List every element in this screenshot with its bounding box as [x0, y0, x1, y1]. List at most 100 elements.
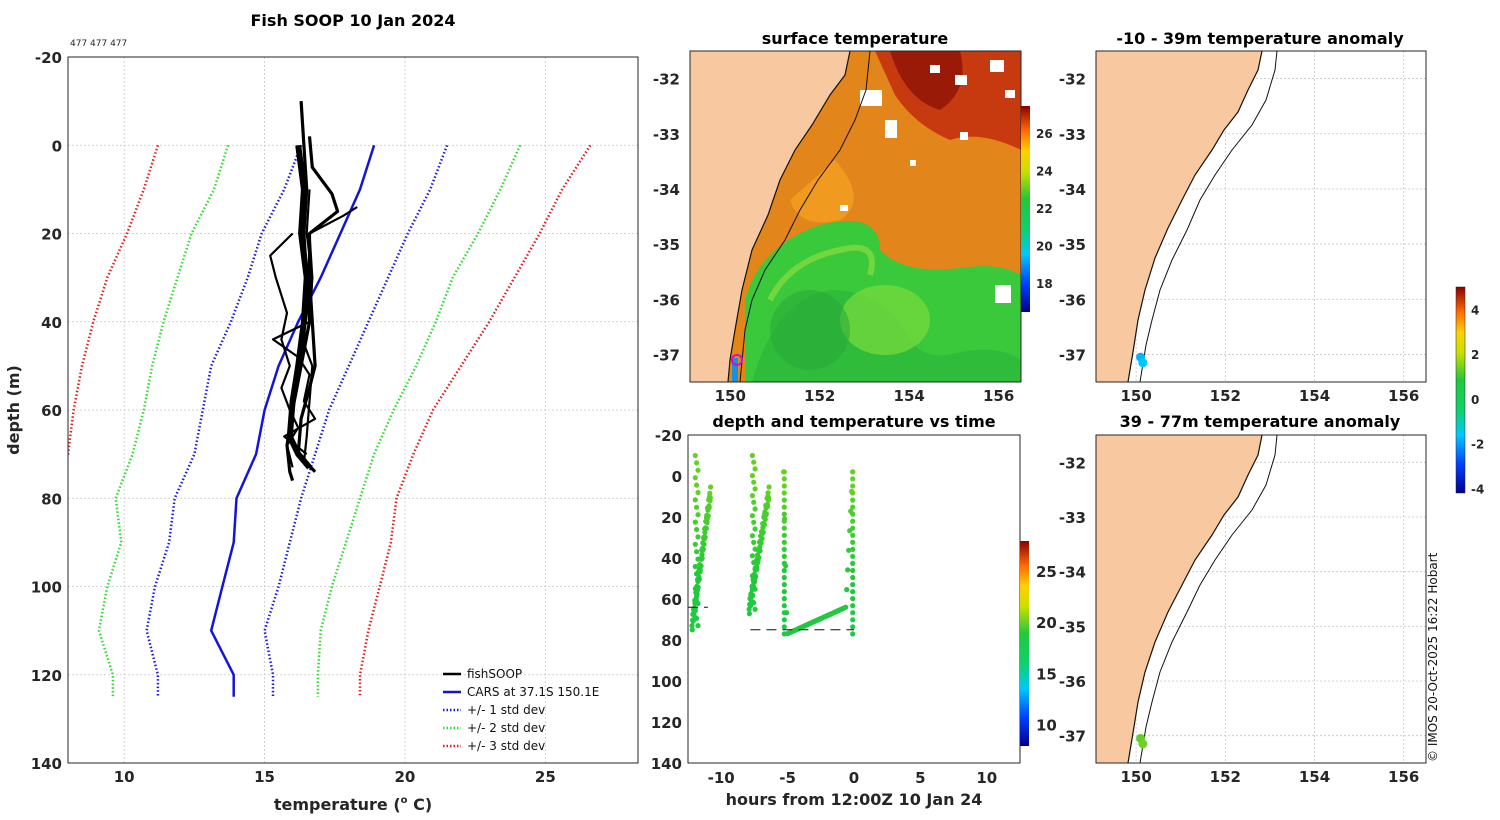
- time-point: [781, 603, 787, 609]
- anomaly-colorbar-ramp: [1455, 286, 1466, 494]
- anomaly-colorbar-tick-label: -2: [1471, 438, 1484, 452]
- anomaly-lower-point: [1138, 739, 1148, 749]
- time-point: [781, 518, 787, 524]
- sst-cloud-gaps: [840, 60, 1015, 303]
- profile-series--3-std-dev: [358, 144, 592, 697]
- anomaly-lower-shelf-contour: [1139, 435, 1278, 763]
- time-point: [760, 529, 766, 536]
- time-point: [752, 546, 758, 552]
- time-point: [751, 499, 757, 505]
- time-colorbar-tick-label: 10: [1036, 717, 1057, 735]
- time-point: [781, 483, 787, 489]
- profile-ytick-label: 120: [31, 667, 62, 685]
- time-point: [850, 490, 856, 496]
- time-point: [699, 552, 705, 558]
- profile-panel: Fish SOOP 10 Jan 2024 477 477 477 10 15 20…: [4, 11, 639, 814]
- time-point: [765, 503, 771, 510]
- anomaly-lower-ytick-label: -35: [1059, 618, 1086, 636]
- anomaly-lower-points: [1136, 733, 1148, 749]
- anomaly-lower-xtick-label: 156: [1388, 768, 1419, 786]
- anomaly-lower-land: [1096, 435, 1262, 763]
- time-point: [708, 484, 714, 490]
- profile-ytick-label: 20: [41, 226, 62, 244]
- sst-ticks: 150 152 154 156 -32 -33 -34 -35 -36 -37: [653, 71, 1014, 405]
- anomaly-colorbar-tick-label: -4: [1471, 483, 1484, 497]
- time-point: [699, 555, 705, 561]
- time-ticks: -10 -5 0 5 10 -20 0 20 40 60 80 100 120 140: [651, 427, 998, 787]
- anomaly-lower-ytick-label: -34: [1059, 564, 1086, 582]
- profile-series-cars-at-37-1s-150-1e: [209, 144, 376, 697]
- time-point: [761, 522, 768, 528]
- time-point: [749, 553, 756, 559]
- time-point: [749, 452, 756, 459]
- time-colorbar-tick-label: 15: [1036, 665, 1057, 683]
- sst-vessel-marker: [730, 353, 743, 366]
- anomaly-upper-ytick-label: -32: [1059, 71, 1086, 89]
- time-xtick-label: -5: [779, 769, 796, 787]
- sst-ytick-label: -37: [653, 346, 680, 364]
- anomaly-upper-xtick-label: 150: [1120, 387, 1151, 405]
- sst-field-eac-core: [890, 51, 963, 110]
- time-point: [756, 554, 762, 561]
- time-point: [692, 608, 698, 614]
- time-point: [700, 546, 706, 552]
- time-point: [749, 513, 756, 519]
- time-point: [692, 586, 698, 592]
- sst-coastline: [727, 51, 851, 382]
- time-colorbar: [1020, 541, 1029, 746]
- time-point: [694, 460, 700, 466]
- anomaly-colorbar-ticks: 4 2 0 -2 -4: [1471, 303, 1484, 496]
- sst-ytick-label: -33: [653, 126, 680, 144]
- time-point: [697, 567, 703, 573]
- anomaly-upper-land: [1096, 51, 1262, 382]
- anomaly-colorbar-tick-label: 0: [1471, 393, 1479, 407]
- anomaly-lower-xtick-label: 154: [1299, 768, 1330, 786]
- anomaly-upper-xtick-label: 152: [1210, 387, 1241, 405]
- time-point: [781, 511, 787, 517]
- time-point: [758, 540, 764, 546]
- sst-colorbar-ticks: 18 20 22 24 26: [1036, 127, 1053, 291]
- profile-series--2-std-dev: [97, 144, 230, 697]
- time-point: [781, 553, 787, 560]
- time-point: [703, 525, 709, 532]
- time-point: [692, 541, 698, 547]
- anomaly-upper-ytick-label: -33: [1059, 126, 1086, 144]
- profile-ytick-label: 40: [41, 314, 62, 332]
- legend-label-fishsoop: fishSOOP: [467, 667, 522, 681]
- time-point: [781, 596, 787, 602]
- legend-label-sd2: +/- 2 std dev: [467, 721, 545, 735]
- time-point: [781, 589, 787, 595]
- time-point: [707, 490, 713, 496]
- anomaly-upper-frame: [1095, 50, 1427, 383]
- time-point: [747, 603, 754, 609]
- time-point: [752, 466, 758, 472]
- legend-label-sd1: +/- 1 std dev: [467, 703, 545, 717]
- profile-grid: [68, 56, 638, 764]
- time-point: [749, 573, 756, 579]
- time-xlabel: hours from 12:00Z 10 Jan 24: [726, 790, 983, 809]
- time-point: [694, 593, 700, 599]
- anomaly-lower-frame: [1095, 434, 1427, 764]
- time-point: [781, 539, 787, 545]
- time-point: [765, 490, 771, 496]
- sst-eddy-warm-filament: [840, 285, 930, 355]
- time-point: [694, 504, 700, 510]
- fishsoop-cast: [269, 232, 300, 468]
- time-point: [694, 482, 700, 488]
- time-point: [844, 587, 850, 593]
- time-point: [781, 567, 787, 574]
- footer-credit: © IMOS 20-Oct-2025 16:22 Hobart: [1426, 552, 1440, 762]
- sst-xtick-label: 154: [894, 387, 925, 405]
- time-point: [746, 611, 753, 617]
- time-colorbar-ticks: 10 15 20 25: [1036, 563, 1057, 735]
- time-title: depth and temperature vs time: [712, 412, 995, 431]
- profile-title: Fish SOOP 10 Jan 2024: [251, 11, 456, 30]
- time-point: [781, 546, 787, 553]
- sst-map: [690, 51, 1021, 382]
- time-point: [695, 534, 701, 540]
- time-point: [689, 623, 695, 629]
- time-point: [692, 519, 698, 525]
- anomaly-panel-lower: 39 - 77m temperature anomaly 150 152 154 15…: [1059, 412, 1427, 786]
- time-point: [850, 504, 856, 510]
- legend-label-cars: CARS at 37.1S 150.1E: [467, 685, 599, 699]
